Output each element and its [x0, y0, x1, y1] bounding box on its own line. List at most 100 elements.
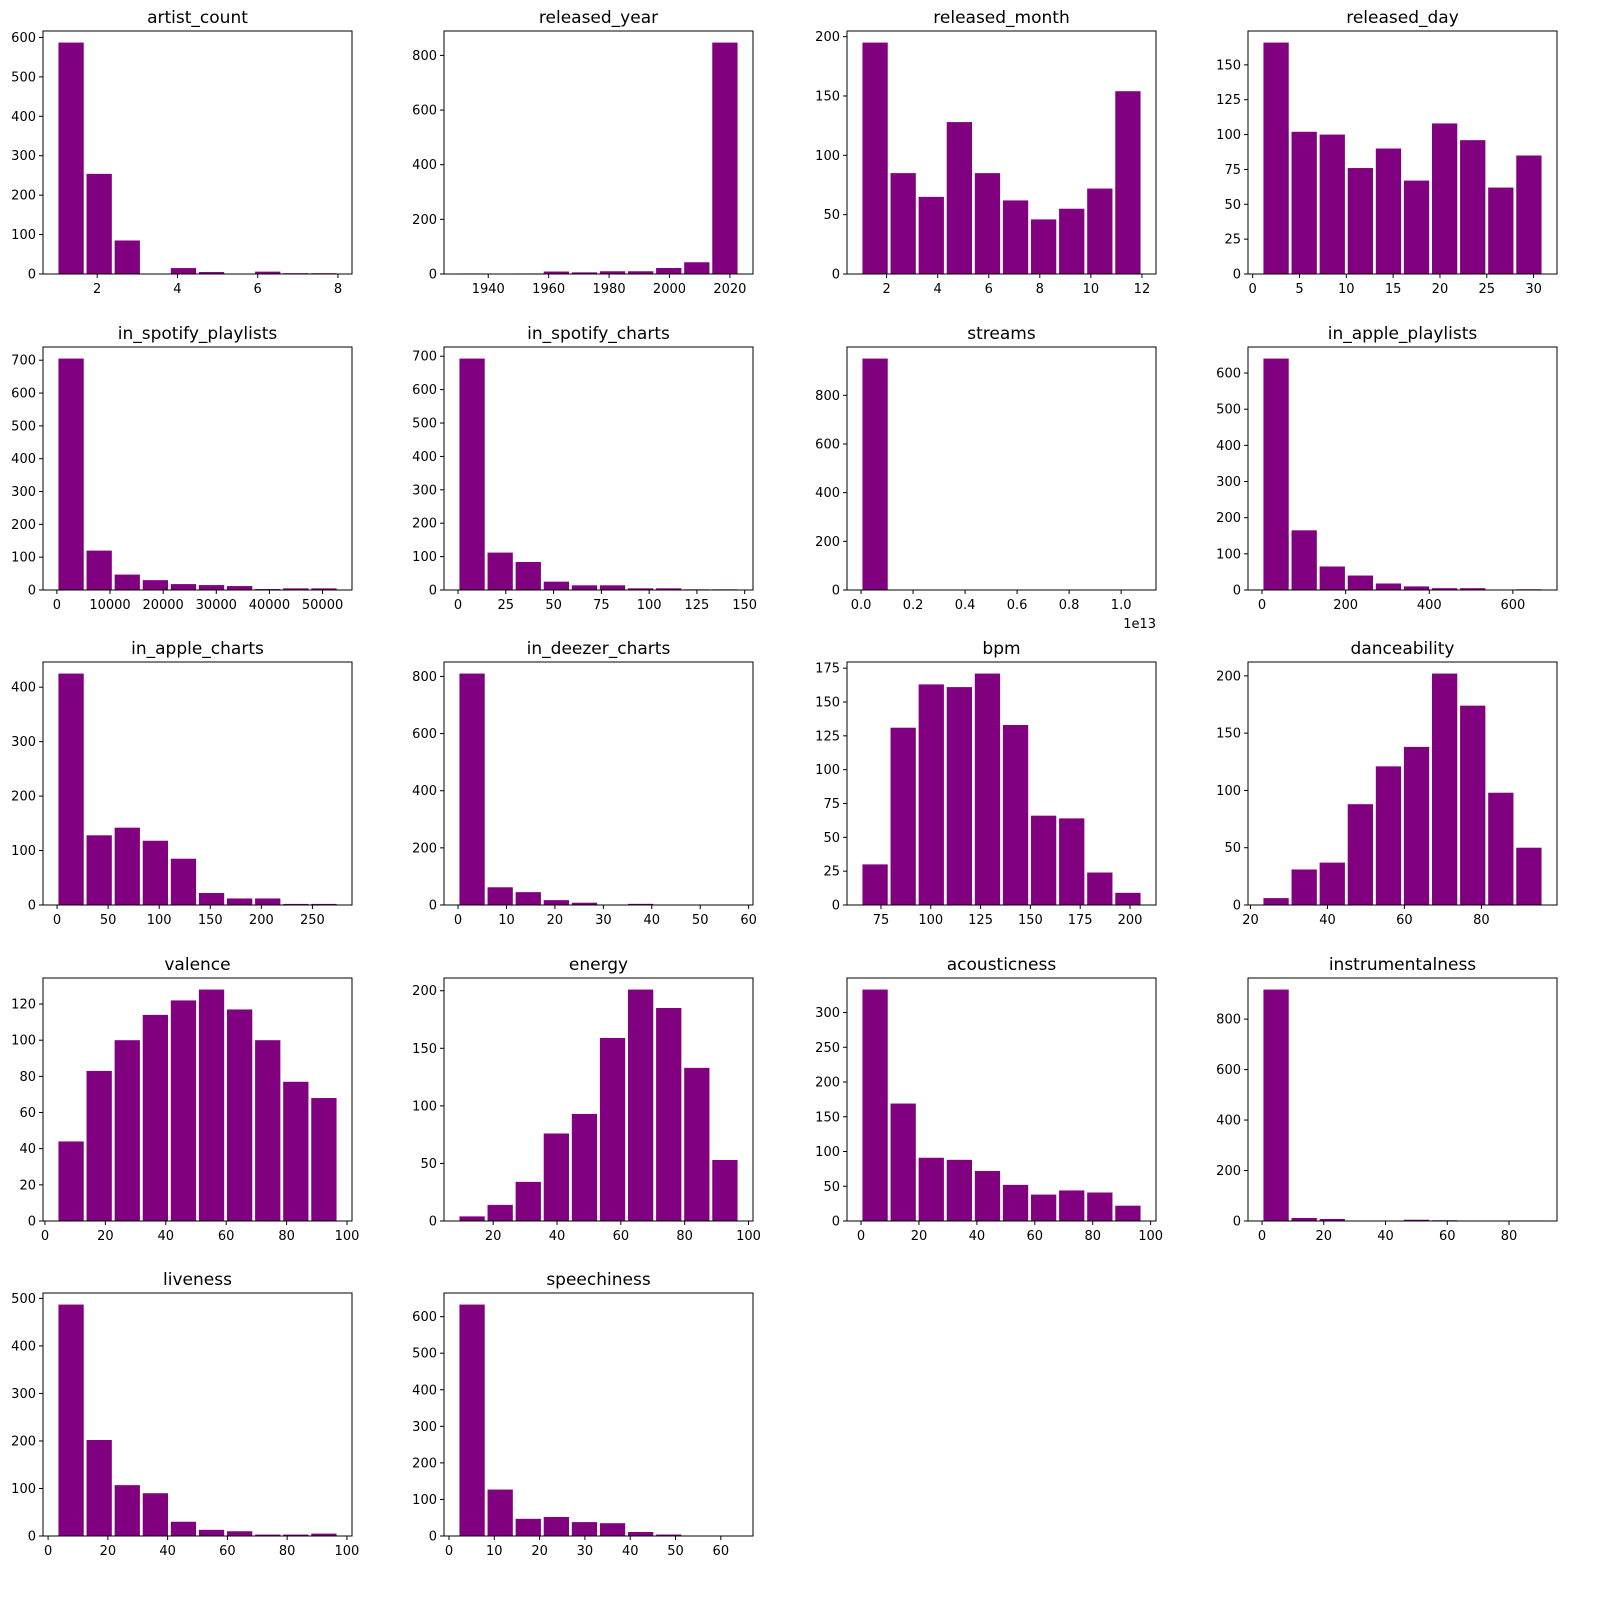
histogram-bar	[975, 173, 1000, 274]
y-tick-label: 100	[11, 551, 36, 566]
x-tick-label: 0.8	[1059, 598, 1080, 613]
histogram-bar	[87, 174, 112, 274]
subplot-title: valence	[164, 955, 230, 975]
histogram-bar	[628, 990, 653, 1221]
histogram-bar	[58, 674, 83, 905]
x-tick-label: 150	[198, 913, 223, 928]
histogram-bar	[1031, 219, 1056, 274]
x-tick-label: 20	[485, 1229, 502, 1244]
subplot-title: in_spotify_charts	[527, 324, 670, 344]
y-tick-label: 150	[815, 1110, 840, 1125]
histogram-bar	[516, 562, 541, 590]
histogram-bar	[712, 1160, 737, 1221]
histogram-bar	[255, 1040, 280, 1221]
y-tick-label: 400	[11, 452, 36, 467]
histogram-bar	[1404, 586, 1429, 590]
axes-frame	[444, 31, 753, 274]
x-tick-label: 20	[1316, 1229, 1333, 1244]
y-tick-label: 0	[28, 1215, 36, 1230]
x-tick-label: 200	[1118, 913, 1143, 928]
y-tick-label: 600	[815, 437, 840, 452]
y-tick-label: 0	[429, 1215, 437, 1230]
x-tick-label: 20	[1432, 282, 1449, 297]
histogram-bar	[199, 585, 224, 590]
y-tick-label: 200	[11, 189, 36, 204]
histogram-bar	[199, 1530, 224, 1536]
y-tick-label: 300	[412, 1420, 437, 1435]
histogram-bar	[1432, 674, 1457, 905]
x-tick-label: 10	[1338, 282, 1355, 297]
subplot-title: speechiness	[546, 1270, 651, 1290]
x-tick-label: 80	[279, 1544, 296, 1559]
y-tick-label: 200	[412, 984, 437, 999]
y-tick-label: 75	[1224, 163, 1241, 178]
histogram-bar	[1488, 793, 1513, 905]
y-tick-label: 0	[1233, 899, 1241, 914]
y-tick-label: 50	[1224, 198, 1241, 213]
histogram-bar	[1087, 873, 1112, 905]
x-tick-label: 10	[1083, 282, 1100, 297]
y-tick-label: 0	[28, 1530, 36, 1545]
histogram-bar	[600, 1038, 625, 1221]
y-tick-label: 0	[832, 1215, 840, 1230]
x-tick-label: 12	[1134, 282, 1151, 297]
histogram-bar	[1292, 530, 1317, 590]
subplot-title: in_deezer_charts	[527, 639, 671, 659]
histogram-bar	[488, 553, 513, 590]
subplot-title: released_year	[539, 8, 658, 28]
y-tick-label: 150	[1216, 727, 1241, 742]
y-tick-label: 400	[11, 110, 36, 125]
x-tick-label: 0.4	[955, 598, 976, 613]
y-tick-label: 200	[815, 1076, 840, 1091]
histogram-bar	[87, 1440, 112, 1536]
histogram-bar	[1031, 1195, 1056, 1221]
y-tick-label: 100	[815, 763, 840, 778]
x-tick-label: 10	[486, 1544, 503, 1559]
x-tick-label: 60	[1396, 913, 1413, 928]
y-tick-label: 175	[815, 662, 840, 677]
y-tick-label: 400	[412, 158, 437, 173]
y-tick-label: 100	[815, 149, 840, 164]
histogram-bar	[1087, 1193, 1112, 1221]
y-tick-label: 400	[815, 486, 840, 501]
histogram-bar	[656, 268, 681, 274]
histogram-bar	[1115, 1206, 1140, 1221]
x-tick-label: 4	[173, 282, 181, 297]
x-tick-label: 80	[676, 1229, 693, 1244]
y-tick-label: 125	[815, 729, 840, 744]
histogram-bar	[1376, 766, 1401, 905]
x-tick-label: 175	[1068, 913, 1093, 928]
x-tick-label: 20	[911, 1229, 928, 1244]
histogram-bar	[115, 240, 140, 274]
y-tick-label: 60	[19, 1106, 36, 1121]
y-tick-label: 0	[832, 268, 840, 283]
histogram-bar	[947, 122, 972, 274]
y-tick-label: 200	[815, 535, 840, 550]
x-tick-label: 60	[740, 913, 757, 928]
y-tick-label: 400	[11, 681, 36, 696]
subplot-title: released_month	[933, 8, 1069, 28]
histogram-bar	[58, 43, 83, 274]
y-tick-label: 0	[429, 268, 437, 283]
subplot-title: instrumentalness	[1329, 955, 1476, 975]
histogram-bar	[58, 1305, 83, 1536]
y-tick-label: 0	[429, 1530, 437, 1545]
x-tick-label: 600	[1500, 598, 1525, 613]
histogram-bar	[459, 1216, 484, 1221]
histogram-bar	[656, 1008, 681, 1221]
y-tick-label: 800	[815, 389, 840, 404]
x-tick-label: 50	[100, 913, 117, 928]
x-tick-label: 20	[97, 1229, 114, 1244]
y-tick-label: 600	[11, 31, 36, 46]
x-tick-label: 30	[1525, 282, 1542, 297]
y-tick-label: 300	[1216, 475, 1241, 490]
x-tick-label: 200	[1333, 598, 1358, 613]
y-tick-label: 800	[1216, 1013, 1241, 1028]
y-tick-label: 300	[11, 1387, 36, 1402]
histogram-bar	[459, 359, 484, 590]
subplot-title: in_apple_playlists	[1328, 324, 1478, 344]
histogram-bar	[227, 1009, 252, 1221]
x-tick-label: 40	[549, 1229, 566, 1244]
